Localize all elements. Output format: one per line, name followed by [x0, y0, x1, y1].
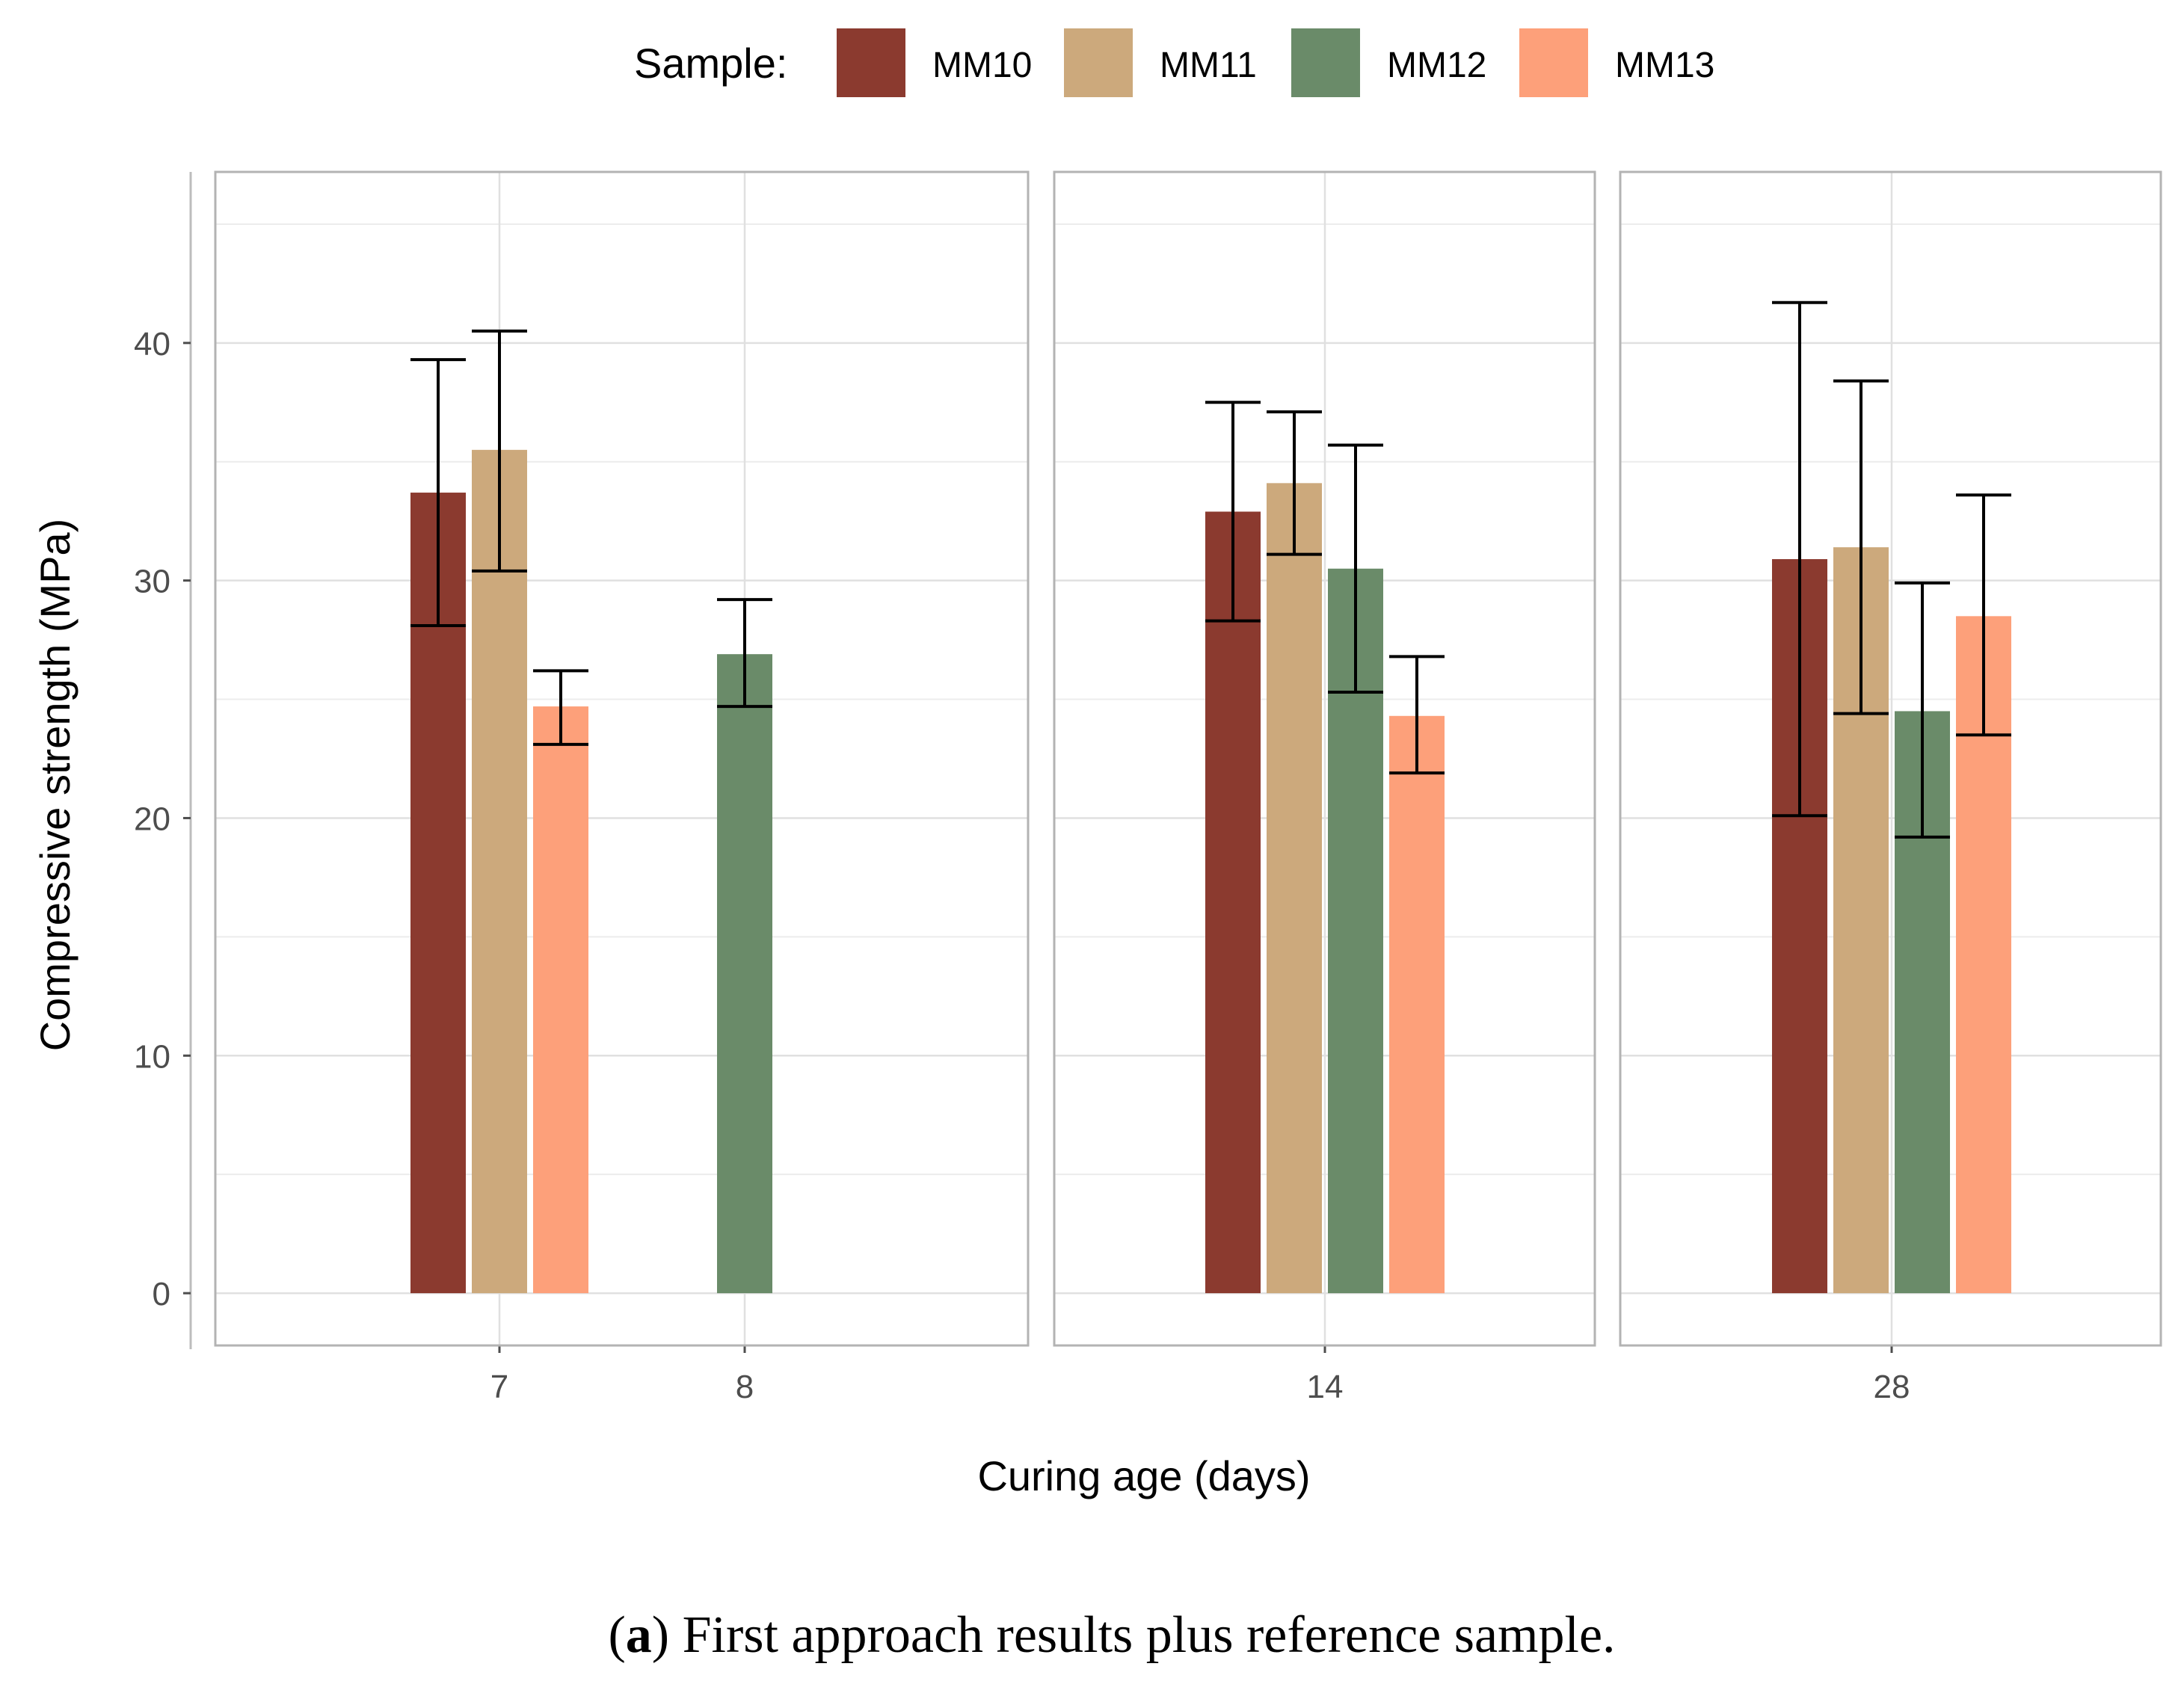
legend-key-mm11	[1064, 28, 1133, 97]
legend-label-mm12: MM12	[1387, 46, 1486, 85]
error-bar-mm11-day-14	[1267, 410, 1322, 556]
error-bar-mm11-day-28	[1833, 379, 1889, 715]
y-tick-label: 40	[134, 326, 170, 363]
x-tick-label: 28	[1874, 1369, 1910, 1405]
error-bar-mm10-day-14	[1205, 401, 1261, 623]
error-bar-mm13-day-14	[1389, 655, 1445, 775]
legend-label-mm10: MM10	[932, 46, 1032, 85]
error-bar-mm10-day-7	[410, 358, 466, 628]
bar-mm13-day-14	[1389, 715, 1445, 1294]
x-tick-label: 7	[490, 1369, 508, 1405]
legend-key-mm13	[1519, 28, 1588, 97]
y-tick-label: 20	[134, 801, 170, 837]
facet-panel-3: 28	[1619, 170, 2162, 1405]
y-tick-label: 0	[153, 1276, 170, 1313]
y-axis-title: Compressive strength (MPa)	[31, 519, 79, 1052]
error-bar-mm11-day-7	[472, 329, 527, 573]
bar-mm11-day-14	[1267, 483, 1322, 1294]
x-axis-title: Curing age (days)	[977, 1452, 1310, 1499]
legend: Sample: MM10 MM11 MM12 MM13	[634, 28, 1714, 97]
legend-title: Sample:	[634, 40, 787, 87]
error-bar-mm12-day-8	[717, 598, 772, 709]
facet-border	[1619, 170, 2162, 1347]
bar-mm13-day-7	[533, 706, 588, 1294]
bar-mm11-day-7	[472, 449, 527, 1294]
error-bar-mm13-day-7	[533, 669, 588, 746]
legend-label-mm11: MM11	[1160, 46, 1257, 85]
y-tick-label: 30	[134, 564, 170, 600]
y-axis: 0 10 20 30 40	[134, 172, 192, 1349]
error-bar-mm10-day-28	[1772, 300, 1827, 818]
facet-border	[214, 170, 1030, 1347]
facet-border	[1053, 170, 1596, 1347]
bar-mm12-day-8	[717, 654, 772, 1294]
x-tick-label: 14	[1307, 1369, 1344, 1405]
facet-panel-2: 14	[1053, 170, 1596, 1405]
bar-mm10-day-14	[1205, 511, 1261, 1294]
caption: (a) First approach results plus referenc…	[608, 1606, 1615, 1664]
legend-key-mm10	[837, 28, 905, 97]
error-bar-mm12-day-14	[1328, 443, 1383, 694]
error-bar-mm13-day-28	[1956, 493, 2011, 737]
caption-text: First approach results plus reference sa…	[669, 1606, 1615, 1664]
caption-label: a	[626, 1606, 652, 1664]
legend-key-mm12	[1291, 28, 1360, 97]
y-tick-label: 10	[134, 1038, 170, 1075]
x-tick-label: 8	[736, 1369, 754, 1405]
legend-label-mm13: MM13	[1615, 46, 1714, 85]
facets: 7 8 14 28	[214, 170, 2162, 1405]
error-bar-mm12-day-28	[1895, 581, 1950, 839]
